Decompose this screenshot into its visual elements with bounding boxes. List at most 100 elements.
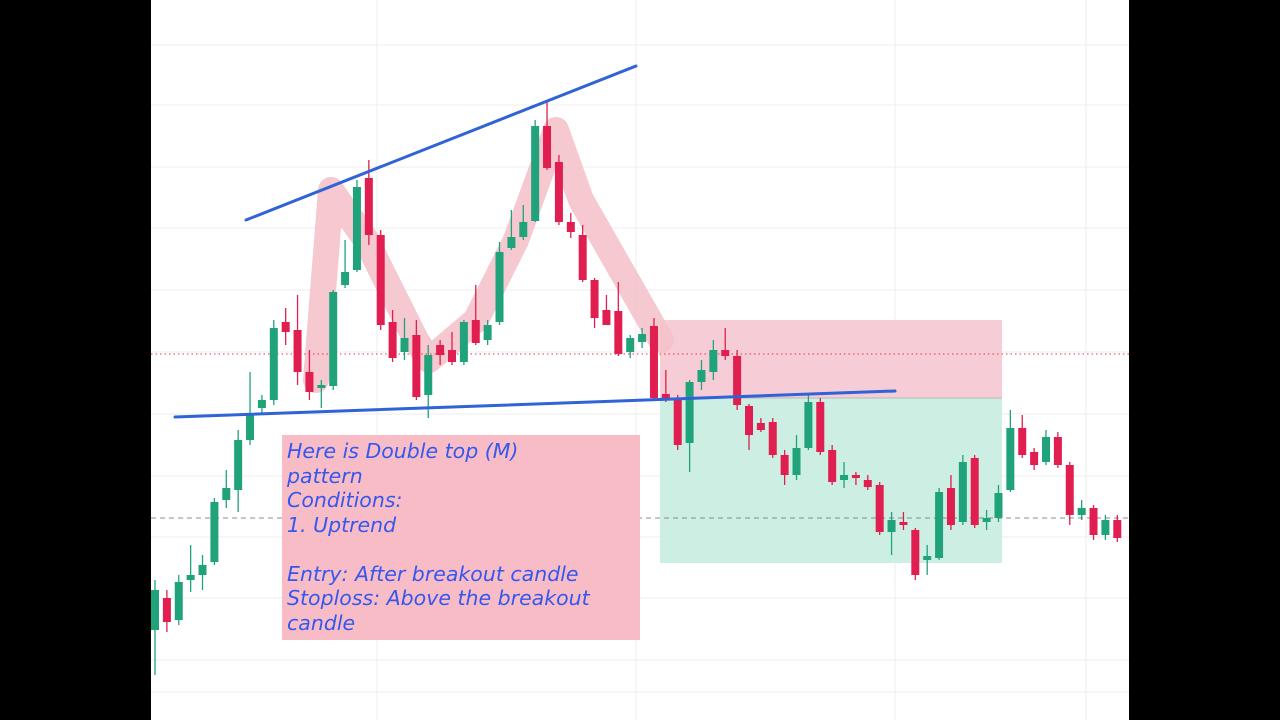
candle-body bbox=[626, 338, 635, 352]
candle bbox=[269, 320, 278, 405]
candle-body bbox=[840, 475, 849, 480]
candle-body bbox=[519, 222, 528, 237]
trendlines bbox=[173, 64, 897, 419]
candle-body bbox=[281, 322, 290, 332]
candle bbox=[317, 380, 326, 408]
candle-body bbox=[1113, 520, 1122, 538]
candle-body bbox=[863, 480, 872, 487]
candle-body bbox=[768, 422, 777, 455]
candle bbox=[341, 240, 350, 288]
candle bbox=[412, 320, 421, 400]
resistance-trendline bbox=[244, 64, 638, 222]
candle-body bbox=[341, 272, 350, 285]
candle-body bbox=[1018, 428, 1027, 455]
candle bbox=[982, 510, 991, 530]
candle bbox=[151, 580, 159, 675]
candle-body bbox=[649, 326, 658, 398]
candle bbox=[1018, 415, 1027, 458]
candle-body bbox=[946, 488, 955, 525]
candle-body bbox=[1089, 508, 1098, 535]
candle-body bbox=[352, 187, 361, 270]
note-line-conditions: Conditions: bbox=[287, 488, 403, 512]
candle-body bbox=[293, 330, 302, 372]
candle bbox=[543, 100, 552, 170]
candle-body bbox=[661, 394, 670, 398]
candle bbox=[519, 205, 528, 240]
candle bbox=[697, 360, 706, 390]
candle-body bbox=[305, 372, 314, 392]
candles bbox=[151, 100, 1122, 675]
candle-body bbox=[673, 398, 682, 445]
candle-body bbox=[543, 126, 552, 168]
candle bbox=[816, 398, 825, 455]
candle bbox=[875, 482, 884, 535]
candle-body bbox=[507, 237, 516, 248]
candle-body bbox=[756, 423, 765, 430]
candle-body bbox=[222, 488, 231, 500]
candle-body bbox=[685, 382, 694, 443]
candle bbox=[566, 213, 575, 238]
candle-body bbox=[448, 350, 456, 362]
candle bbox=[400, 318, 409, 360]
candle bbox=[436, 340, 445, 365]
candle bbox=[1030, 448, 1039, 470]
candle bbox=[554, 155, 563, 225]
candle bbox=[638, 328, 647, 348]
candle bbox=[234, 430, 243, 512]
candle bbox=[804, 395, 813, 450]
candle-body bbox=[875, 485, 884, 532]
candle-body bbox=[851, 475, 860, 478]
candle-body bbox=[151, 590, 159, 630]
note-line-candle: candle bbox=[287, 610, 356, 635]
candle-body bbox=[531, 126, 540, 221]
candle bbox=[1042, 430, 1050, 465]
candle-body bbox=[1077, 508, 1086, 515]
note-line-uptrend: 1. Uptrend bbox=[287, 512, 397, 537]
candle-body bbox=[816, 402, 825, 452]
candle-body bbox=[804, 402, 813, 448]
candle bbox=[281, 308, 290, 345]
candle-body bbox=[733, 356, 742, 405]
note-line-blank bbox=[287, 537, 635, 562]
candle-body bbox=[923, 556, 932, 560]
candle-body bbox=[186, 575, 195, 580]
candle-body bbox=[1101, 520, 1110, 535]
candle bbox=[709, 340, 718, 380]
candle-body bbox=[483, 325, 492, 340]
candle-body bbox=[602, 310, 611, 325]
candle-body bbox=[1065, 465, 1074, 515]
candle bbox=[471, 285, 480, 345]
candle bbox=[863, 475, 872, 490]
candle-body bbox=[578, 235, 587, 280]
candle bbox=[946, 475, 955, 530]
candle bbox=[293, 295, 302, 385]
candle bbox=[531, 120, 540, 222]
candle bbox=[602, 295, 611, 325]
candle-body bbox=[1053, 437, 1062, 465]
candle bbox=[364, 160, 373, 245]
candle-body bbox=[471, 320, 480, 343]
candle-body bbox=[899, 522, 908, 525]
candle bbox=[174, 575, 183, 625]
candle-body bbox=[590, 280, 599, 318]
candle-body bbox=[970, 458, 979, 525]
candle bbox=[899, 512, 908, 530]
candle-body bbox=[697, 370, 706, 382]
candle-body bbox=[174, 582, 183, 620]
candle-body bbox=[388, 322, 397, 358]
candle bbox=[745, 404, 753, 450]
candle bbox=[780, 450, 789, 485]
candle bbox=[923, 545, 932, 575]
candle bbox=[1065, 462, 1074, 525]
candle-body bbox=[210, 502, 219, 562]
candle-body bbox=[495, 252, 504, 322]
candle-body bbox=[709, 350, 718, 372]
candle bbox=[1101, 515, 1110, 540]
candle-body bbox=[982, 518, 991, 522]
candle-body bbox=[257, 400, 266, 408]
candle-body bbox=[246, 415, 255, 440]
candle bbox=[1006, 410, 1015, 492]
candle-body bbox=[329, 292, 338, 386]
candle bbox=[162, 590, 171, 632]
